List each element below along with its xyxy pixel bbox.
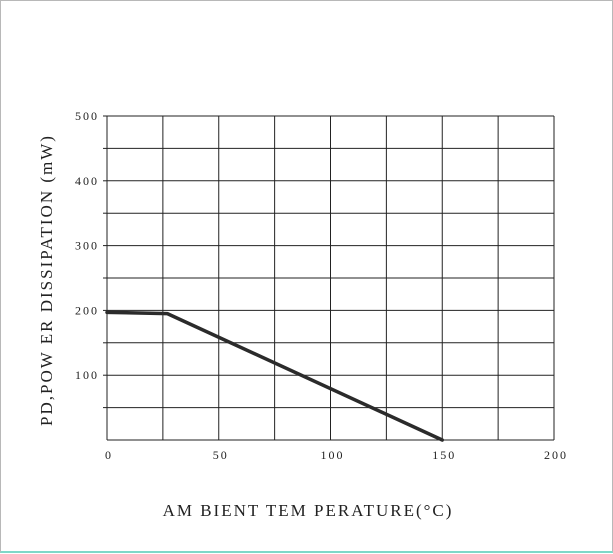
y-tick-label: 200: [75, 303, 99, 317]
y-tick-label: 400: [75, 174, 99, 188]
tick-labels: 0 50 100 150 200 100 200 300 400 500: [75, 109, 568, 462]
y-tick-label: 300: [75, 239, 99, 253]
y-axis-title: PD,POW ER DISSIPATION (mW): [37, 134, 56, 426]
y-tick-label: 500: [75, 109, 99, 123]
x-tick-label: 200: [544, 448, 568, 462]
x-tick-label: 50: [213, 448, 229, 462]
series-line: [105, 310, 444, 442]
y-tick-label: 100: [75, 368, 99, 382]
x-tick-label: 0: [105, 448, 113, 462]
grid-lines: [103, 115, 555, 441]
x-tick-label: 150: [432, 448, 456, 462]
x-axis-title: AM BIENT TEM PERATURE(°C): [163, 501, 454, 520]
series-lines: [105, 310, 444, 442]
x-tick-label: 100: [321, 448, 345, 462]
